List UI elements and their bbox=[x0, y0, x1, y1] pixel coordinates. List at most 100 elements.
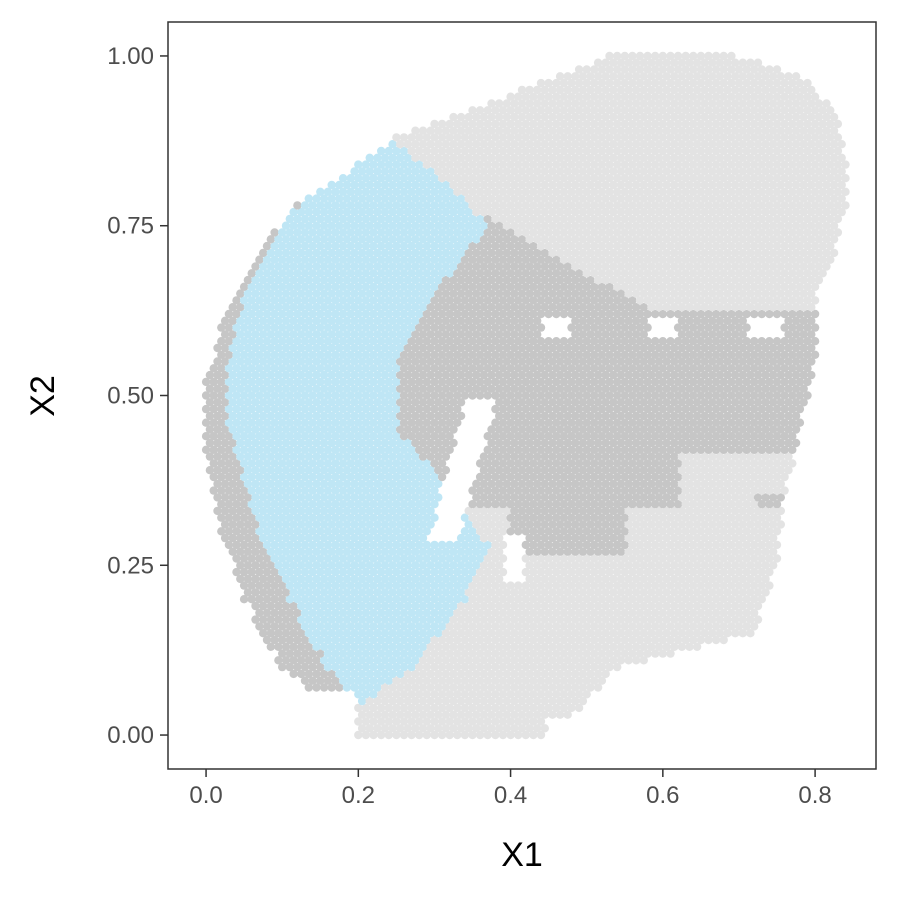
data-point-light bbox=[647, 629, 656, 638]
data-point-light bbox=[662, 588, 671, 597]
data-point-light bbox=[517, 629, 527, 638]
data-point-light bbox=[510, 615, 519, 624]
data-point-highlight bbox=[327, 656, 336, 665]
data-point-light bbox=[453, 703, 462, 713]
data-point-highlight bbox=[430, 540, 439, 550]
data-point-light bbox=[441, 642, 451, 651]
data-point-light bbox=[498, 622, 508, 631]
data-point-highlight bbox=[342, 588, 352, 597]
data-point-light bbox=[384, 703, 393, 713]
data-point-light bbox=[472, 683, 481, 692]
data-point-highlight bbox=[281, 574, 291, 584]
data-point-light bbox=[639, 615, 648, 624]
data-point-light bbox=[506, 662, 515, 672]
data-point-light bbox=[571, 588, 580, 597]
data-point-highlight bbox=[399, 567, 409, 577]
data-point-highlight bbox=[399, 608, 409, 617]
data-point-light bbox=[483, 662, 492, 672]
data-point-light bbox=[639, 588, 648, 597]
data-point-highlight bbox=[380, 669, 390, 679]
data-point-light bbox=[601, 642, 610, 651]
data-point-light bbox=[533, 710, 542, 719]
data-point-light bbox=[464, 710, 473, 719]
data-point-light bbox=[521, 595, 530, 604]
data-point-light bbox=[750, 595, 759, 604]
data-point-highlight bbox=[430, 567, 439, 577]
data-point-light bbox=[559, 649, 569, 658]
data-point-light bbox=[563, 683, 572, 692]
data-point-light bbox=[491, 703, 500, 713]
data-point-light bbox=[574, 635, 584, 645]
data-point-light bbox=[437, 649, 447, 658]
data-point-medium bbox=[278, 595, 287, 604]
data-point-medium bbox=[772, 337, 782, 346]
data-point-light bbox=[373, 710, 382, 719]
data-point-highlight bbox=[437, 581, 447, 590]
data-point-light bbox=[601, 669, 610, 679]
data-point-light bbox=[734, 581, 744, 590]
data-point-light bbox=[616, 574, 626, 584]
data-point-light bbox=[548, 669, 557, 679]
data-point-highlight bbox=[411, 656, 420, 665]
data-point-light bbox=[700, 615, 709, 624]
data-point-light bbox=[586, 601, 595, 611]
data-point-highlight bbox=[403, 615, 412, 624]
data-point-light bbox=[536, 730, 546, 740]
data-point-light bbox=[578, 642, 588, 651]
data-point-light bbox=[597, 635, 607, 645]
data-point-light bbox=[574, 649, 584, 658]
data-point-highlight bbox=[426, 588, 435, 597]
data-point-light bbox=[586, 683, 595, 692]
data-point-light bbox=[514, 649, 523, 658]
data-point-light bbox=[666, 567, 675, 577]
data-point-light bbox=[529, 730, 538, 740]
data-point-highlight bbox=[354, 676, 363, 685]
data-point-light bbox=[540, 696, 549, 706]
data-point-highlight bbox=[434, 629, 443, 638]
data-point-highlight bbox=[388, 574, 397, 584]
data-point-highlight bbox=[384, 662, 393, 672]
data-point-light bbox=[582, 581, 591, 590]
data-point-light bbox=[704, 635, 713, 645]
data-point-light bbox=[719, 581, 728, 590]
data-point-light bbox=[354, 703, 363, 713]
data-point-highlight bbox=[327, 574, 336, 584]
data-point-highlight bbox=[331, 622, 340, 631]
data-point-light bbox=[487, 669, 496, 679]
data-point-light bbox=[708, 588, 717, 597]
data-point-highlight bbox=[399, 662, 409, 672]
data-point-light bbox=[593, 669, 603, 679]
data-point-light bbox=[472, 669, 481, 679]
data-point-light bbox=[449, 683, 458, 692]
data-point-light bbox=[544, 690, 553, 699]
data-point-light bbox=[571, 656, 580, 665]
data-point-light bbox=[456, 601, 466, 611]
data-point-light bbox=[377, 703, 386, 713]
data-point-medium bbox=[281, 615, 291, 624]
data-point-highlight bbox=[323, 635, 333, 645]
data-point-light bbox=[506, 635, 515, 645]
data-point-light bbox=[586, 588, 595, 597]
data-point-highlight bbox=[407, 635, 416, 645]
data-point-light bbox=[704, 581, 713, 590]
data-point-light bbox=[506, 581, 515, 590]
data-point-highlight bbox=[403, 588, 412, 597]
data-point-light bbox=[529, 703, 538, 713]
data-point-light bbox=[632, 656, 641, 665]
data-point-light bbox=[750, 567, 759, 577]
data-point-light bbox=[586, 574, 595, 584]
data-point-light bbox=[517, 656, 527, 665]
data-point-light bbox=[510, 588, 519, 597]
data-point-light bbox=[593, 601, 603, 611]
data-point-light bbox=[377, 730, 386, 740]
data-point-medium bbox=[247, 567, 256, 577]
data-point-light bbox=[536, 703, 546, 713]
data-point-highlight bbox=[319, 588, 329, 597]
data-point-highlight bbox=[388, 642, 397, 651]
data-point-light bbox=[441, 669, 451, 679]
data-point-medium bbox=[559, 337, 569, 346]
data-point-light bbox=[590, 567, 599, 577]
data-point-medium bbox=[274, 615, 283, 624]
data-point-light bbox=[468, 608, 477, 617]
data-point-light bbox=[384, 730, 393, 740]
